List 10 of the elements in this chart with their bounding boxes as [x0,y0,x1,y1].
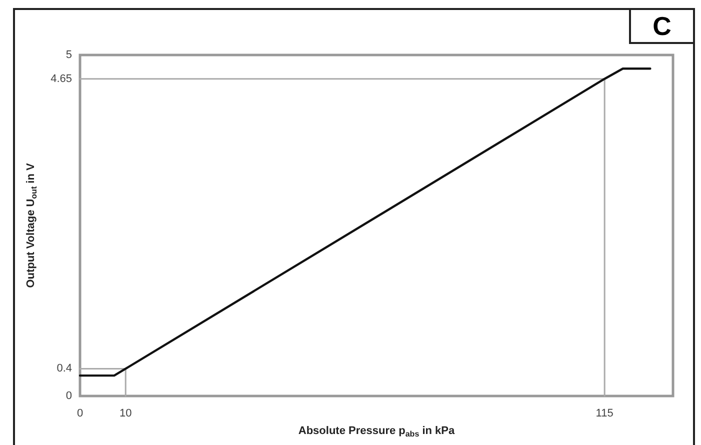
text: C [629,8,695,44]
x-tick-label: 10 [119,408,132,420]
x-tick-label: 115 [596,408,614,420]
y-tick-label: 0.4 [56,362,72,375]
y-tick-label: 4.65 [50,72,72,85]
line-series [78,68,652,377]
y-tick-label: 5 [66,49,72,61]
y-tick-label: 0 [66,390,72,402]
x-tick-label: 0 [76,408,84,420]
y-axis-title: Output Voltage Uout in V [25,162,38,288]
